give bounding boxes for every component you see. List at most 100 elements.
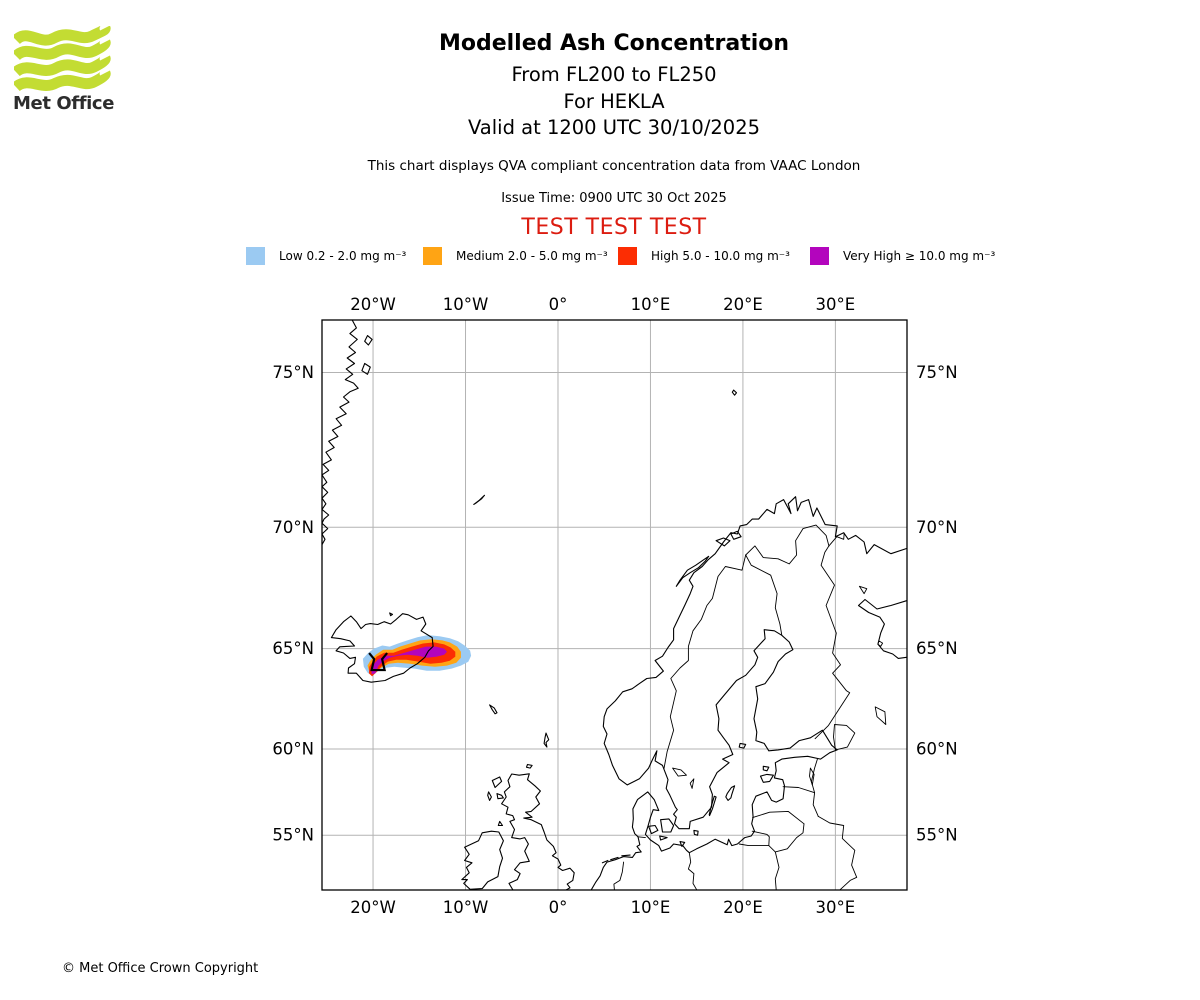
coastlines-iceland bbox=[330, 613, 434, 683]
met-office-logo bbox=[14, 26, 111, 92]
lat-tick-right: 65°N bbox=[916, 639, 958, 658]
borders-kaliningrad-lithuania bbox=[751, 830, 770, 847]
lon-tick-bottom: 10°W bbox=[443, 898, 489, 917]
borders bbox=[613, 524, 858, 890]
lon-tick-bottom: 20°E bbox=[723, 898, 763, 917]
coastlines-bornholm bbox=[693, 829, 699, 836]
coastlines-saaremaa bbox=[759, 773, 774, 783]
coastlines-wadden-islands-2 bbox=[610, 856, 619, 861]
lat-tick-left: 75°N bbox=[272, 363, 314, 382]
legend-label-high: High 5.0 - 10.0 mg m⁻³ bbox=[651, 248, 790, 263]
subtitle-flight-levels: From FL200 to FL250 bbox=[511, 63, 717, 86]
lakes-ladoga bbox=[833, 724, 856, 751]
coastlines-wadden-islands-3 bbox=[621, 854, 631, 857]
coastlines-hiiumaa bbox=[762, 765, 770, 772]
volcano-marker-icon bbox=[368, 652, 388, 672]
legend-item-high: High 5.0 - 10.0 mg m⁻³ bbox=[618, 246, 790, 265]
coastlines bbox=[322, 320, 907, 890]
coastlines-ireland bbox=[461, 830, 504, 890]
medium-swatch-icon bbox=[423, 246, 442, 265]
lat-tick-left: 55°N bbox=[272, 826, 314, 845]
coastlines-grimsey bbox=[389, 612, 394, 617]
borders-belarus-russia bbox=[817, 815, 858, 890]
lakes bbox=[672, 585, 887, 789]
borders-russia-estonia bbox=[810, 758, 818, 794]
borders-kaliningrad-poland bbox=[738, 843, 776, 853]
legend-label-medium: Medium 2.0 - 5.0 mg m⁻³ bbox=[456, 248, 608, 263]
borders-poland-belarus bbox=[774, 851, 780, 890]
coastlines-white-sea bbox=[857, 598, 907, 659]
lakes-vattern bbox=[689, 778, 695, 789]
legend-label-low: Low 0.2 - 2.0 mg m⁻³ bbox=[279, 248, 407, 263]
lat-tick-left: 70°N bbox=[272, 518, 314, 537]
lon-tick-top: 0° bbox=[549, 295, 568, 314]
coastlines-scandinavia-mainland bbox=[590, 496, 907, 890]
borders-lithuania-belarus bbox=[774, 823, 805, 853]
high-swatch-icon bbox=[618, 246, 637, 265]
borders-norway-finland bbox=[745, 524, 830, 565]
lon-tick-top: 10°E bbox=[631, 295, 671, 314]
legend-item-low: Low 0.2 - 2.0 mg m⁻³ bbox=[246, 246, 406, 265]
coastlines-wadden-islands-1 bbox=[601, 859, 609, 864]
ash-plume bbox=[362, 635, 472, 677]
coastlines-skye bbox=[496, 793, 504, 800]
coastlines-aland bbox=[738, 742, 747, 749]
legend-item-medium: Medium 2.0 - 5.0 mg m⁻³ bbox=[423, 246, 608, 265]
logo-waves-icon bbox=[14, 26, 111, 92]
coastlines-bear-island bbox=[731, 389, 738, 396]
qva-disclaimer: This chart displays QVA compliant concen… bbox=[367, 158, 861, 174]
coastlines-greenland-island-north bbox=[364, 335, 373, 346]
borders-estonia-latvia bbox=[782, 786, 816, 794]
coastlines-lofoten bbox=[675, 555, 710, 587]
coastlines-oland bbox=[708, 795, 717, 817]
legend-item-very-high: Very High ≥ 10.0 mg m⁻³ bbox=[810, 246, 995, 265]
borders-sweden-finland bbox=[745, 554, 783, 636]
borders-germany-netherlands bbox=[613, 861, 625, 890]
lat-tick-right: 75°N bbox=[916, 363, 958, 382]
map-inner bbox=[322, 320, 907, 890]
tick-labels: 20°W 20°W 10°W 10°W 0° 0° 10°E 10°E 20°E 20°E 30°E… bbox=[272, 295, 957, 917]
very-high-swatch-icon bbox=[810, 246, 829, 265]
borders-norway-russia bbox=[828, 532, 845, 547]
borders-finland-russia bbox=[814, 545, 851, 740]
borders-norway-sweden bbox=[663, 554, 747, 770]
coastlines-outer-hebrides-lewis bbox=[491, 776, 503, 789]
coastlines-senja bbox=[715, 537, 731, 547]
borders-germany-denmark bbox=[637, 836, 646, 839]
coastlines-jan-mayen bbox=[473, 494, 486, 505]
lakes-kola-lake-small bbox=[877, 640, 884, 647]
lat-tick-right: 55°N bbox=[916, 826, 958, 845]
coastlines-orkney bbox=[525, 763, 533, 769]
borders-latvia-russia bbox=[812, 792, 819, 817]
coastlines-kvaloya bbox=[730, 530, 742, 540]
low-swatch-icon bbox=[246, 246, 265, 265]
lon-tick-top: 20°E bbox=[723, 295, 763, 314]
lat-tick-left: 65°N bbox=[272, 639, 314, 658]
concentration-legend: Low 0.2 - 2.0 mg m⁻³ Medium 2.0 - 5.0 mg… bbox=[0, 246, 1200, 268]
subtitle-valid-time: Valid at 1200 UTC 30/10/2025 bbox=[467, 116, 761, 139]
graticule bbox=[322, 320, 907, 890]
coastlines-greenland-east-coast bbox=[322, 320, 359, 546]
borders-poland-germany bbox=[687, 852, 698, 890]
page-title: Modelled Ash Concentration bbox=[438, 31, 790, 56]
coastlines-islay bbox=[497, 820, 504, 827]
map-frame bbox=[321, 319, 908, 891]
lat-tick-left: 60°N bbox=[272, 739, 314, 758]
lon-tick-top: 30°E bbox=[816, 295, 856, 314]
coastlines-great-britain bbox=[501, 773, 575, 890]
lakes-imandra bbox=[858, 585, 868, 595]
test-banner: TEST TEST TEST bbox=[521, 215, 707, 240]
lon-tick-bottom: 30°E bbox=[816, 898, 856, 917]
subtitle-volcano: For HEKLA bbox=[563, 90, 665, 113]
coastlines-faroe-islands bbox=[489, 704, 498, 715]
lat-tick-right: 70°N bbox=[916, 518, 958, 537]
coastlines-fyn bbox=[648, 824, 659, 835]
lon-tick-top: 20°W bbox=[350, 295, 396, 314]
lakes-vanern bbox=[672, 767, 687, 777]
legend-label-very-high: Very High ≥ 10.0 mg m⁻³ bbox=[843, 248, 996, 263]
coastlines-rugen bbox=[679, 841, 686, 847]
coastlines-shetland bbox=[543, 732, 550, 748]
borders-latvia-lithuania bbox=[752, 810, 805, 825]
